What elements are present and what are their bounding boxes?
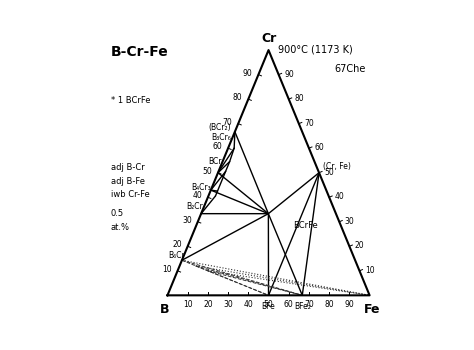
Text: 10: 10 bbox=[183, 300, 192, 309]
Text: (Cr, Fe): (Cr, Fe) bbox=[323, 162, 351, 172]
Text: 0.5: 0.5 bbox=[111, 209, 124, 218]
Text: B₆Cr: B₆Cr bbox=[168, 251, 185, 260]
Text: at.%: at.% bbox=[111, 223, 130, 232]
Text: 90: 90 bbox=[243, 69, 253, 78]
Text: 80: 80 bbox=[294, 94, 304, 103]
Text: 30: 30 bbox=[182, 216, 192, 225]
Text: 40: 40 bbox=[192, 191, 202, 201]
Text: B: B bbox=[160, 303, 170, 316]
Text: adj B-Cr: adj B-Cr bbox=[111, 163, 145, 172]
Text: Cr: Cr bbox=[261, 32, 276, 45]
Text: B-Cr-Fe: B-Cr-Fe bbox=[111, 45, 169, 59]
Text: 10: 10 bbox=[162, 265, 172, 274]
Text: iwb Cr-Fe: iwb Cr-Fe bbox=[111, 190, 150, 199]
Text: 30: 30 bbox=[345, 217, 355, 226]
Text: 10: 10 bbox=[365, 266, 374, 275]
Text: BCrFe: BCrFe bbox=[293, 221, 318, 230]
Text: 80: 80 bbox=[324, 300, 334, 309]
Text: 90: 90 bbox=[345, 300, 354, 309]
Text: 40: 40 bbox=[335, 192, 344, 201]
Text: BFe₂: BFe₂ bbox=[294, 302, 311, 311]
Text: 90: 90 bbox=[284, 70, 294, 78]
Text: (BCr₂)
B₃Cr₆: (BCr₂) B₃Cr₆ bbox=[209, 122, 231, 142]
Text: 60: 60 bbox=[212, 142, 222, 151]
Text: adj B-Fe: adj B-Fe bbox=[111, 177, 145, 186]
Text: 20: 20 bbox=[203, 300, 213, 309]
Text: 70: 70 bbox=[222, 118, 232, 127]
Text: BFe: BFe bbox=[262, 302, 275, 311]
Text: 80: 80 bbox=[233, 93, 242, 102]
Text: 50: 50 bbox=[202, 167, 212, 176]
Text: 70: 70 bbox=[304, 119, 314, 128]
Text: 30: 30 bbox=[223, 300, 233, 309]
Text: Fe: Fe bbox=[364, 303, 381, 316]
Text: 900°C (1173 K): 900°C (1173 K) bbox=[278, 45, 353, 55]
Text: BCr: BCr bbox=[208, 158, 221, 167]
Text: 70: 70 bbox=[304, 300, 314, 309]
Text: 20: 20 bbox=[172, 240, 182, 250]
Text: 40: 40 bbox=[244, 300, 253, 309]
Text: B₄Cr₃: B₄Cr₃ bbox=[191, 182, 211, 191]
Text: 60: 60 bbox=[284, 300, 293, 309]
Text: 50: 50 bbox=[264, 300, 273, 309]
Text: 20: 20 bbox=[355, 241, 365, 250]
Text: 50: 50 bbox=[324, 168, 334, 177]
Text: 60: 60 bbox=[314, 143, 324, 152]
Text: * 1 BCrFe: * 1 BCrFe bbox=[111, 96, 150, 105]
Text: B₂Cr: B₂Cr bbox=[186, 202, 203, 211]
Text: 67Che: 67Che bbox=[335, 64, 366, 74]
